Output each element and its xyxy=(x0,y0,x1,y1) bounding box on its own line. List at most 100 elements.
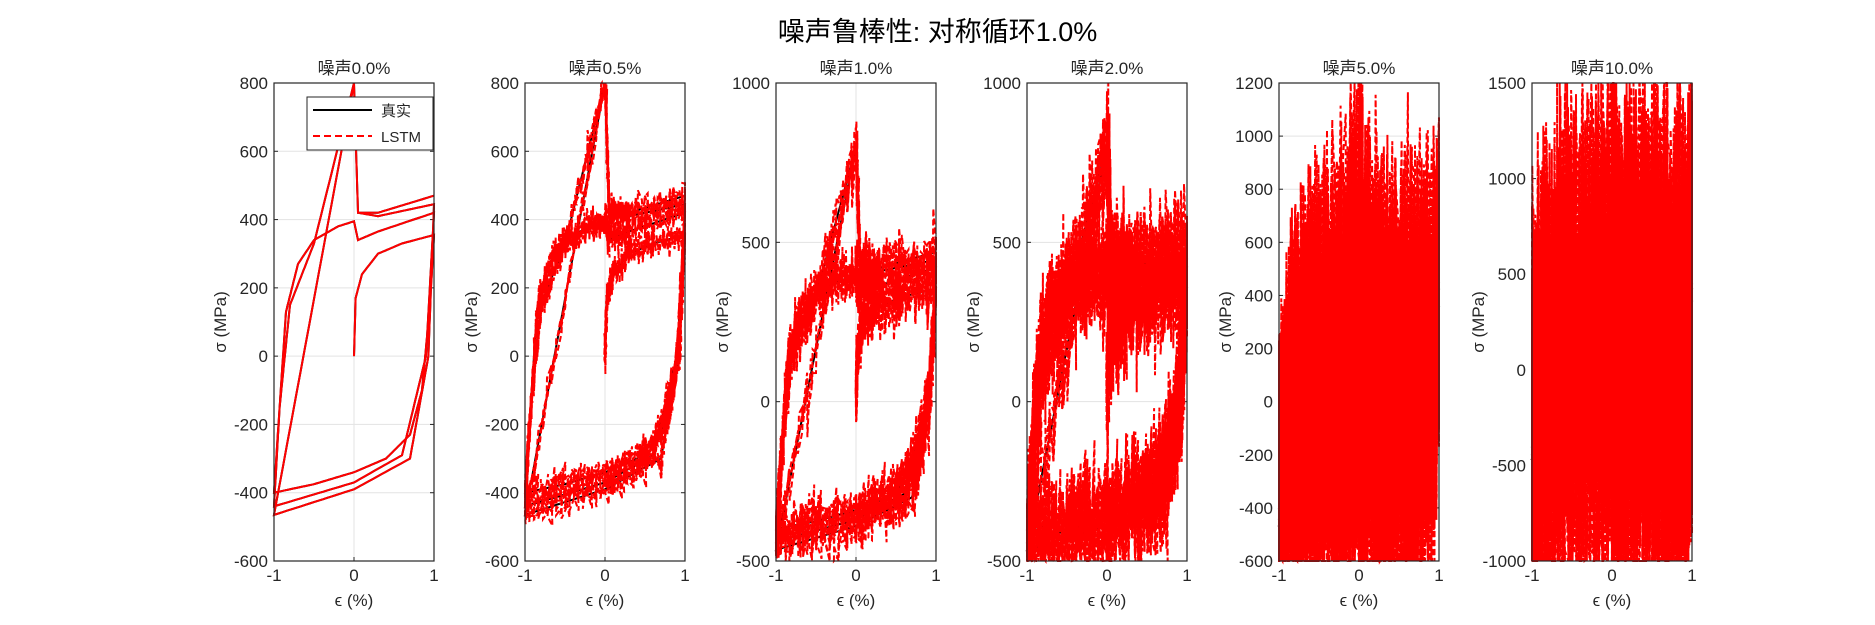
plot-area xyxy=(272,82,436,517)
subplot-title: 噪声1.0% xyxy=(820,59,893,78)
plot-area xyxy=(523,79,687,527)
y-axis-label: σ (MPa) xyxy=(462,291,481,353)
subplot-1: -600 -400 -200 0 200 400 600 800 -1 0 1 噪声0.5% ϵ (%)… xyxy=(462,59,690,610)
y-tick-label: -1000 xyxy=(1483,552,1526,571)
y-tick-label: 500 xyxy=(1498,265,1526,284)
y-axis-label: σ (MPa) xyxy=(1216,291,1235,353)
y-tick-label: 600 xyxy=(240,142,268,161)
y-tick-label: 0 xyxy=(259,347,268,366)
y-tick-label: 200 xyxy=(240,279,268,298)
lstm-curve-line xyxy=(774,121,938,564)
y-tick-label: 600 xyxy=(491,142,519,161)
x-tick-label: 0 xyxy=(600,566,609,585)
legend-label-true: 真实 xyxy=(381,102,411,120)
y-axis-label: σ (MPa) xyxy=(964,291,983,353)
x-tick-label: 1 xyxy=(1687,566,1696,585)
x-axis-label: ϵ (%) xyxy=(1340,591,1379,610)
y-tick-label: 400 xyxy=(240,211,268,230)
y-tick-label: 1000 xyxy=(1235,127,1273,146)
y-tick-label: 1000 xyxy=(983,74,1021,93)
y-tick-label: -400 xyxy=(485,484,519,503)
axes-box xyxy=(1026,82,1188,562)
y-tick-label: 600 xyxy=(1245,233,1273,252)
y-tick-label: 0 xyxy=(1517,361,1526,380)
lstm-curve-line xyxy=(1026,91,1188,565)
lstm-noise-band xyxy=(1278,233,1440,562)
x-tick-label: -1 xyxy=(517,566,532,585)
y-tick-label: 400 xyxy=(1245,286,1273,305)
x-axis-label: ϵ (%) xyxy=(837,591,876,610)
x-axis-label: ϵ (%) xyxy=(586,591,625,610)
plot-area xyxy=(1530,82,1694,564)
y-axis-label: σ (MPa) xyxy=(1469,291,1488,353)
subplot-0: -600 -400 -200 0 200 400 600 800 -1 0 1 噪声0.0% ϵ (%)… xyxy=(211,59,439,610)
y-tick-label: 1500 xyxy=(1488,74,1526,93)
y-tick-label: 800 xyxy=(491,74,519,93)
x-axis-label: ϵ (%) xyxy=(1088,591,1127,610)
axes-box xyxy=(1531,82,1693,562)
y-tick-label: 500 xyxy=(742,233,770,252)
y-axis-label: σ (MPa) xyxy=(713,291,732,353)
subplot-title: 噪声10.0% xyxy=(1571,59,1653,78)
y-axis-label: σ (MPa) xyxy=(211,291,230,353)
y-tick-label: 200 xyxy=(1245,340,1273,359)
legend-label-lstm: LSTM xyxy=(381,129,421,146)
x-tick-label: 0 xyxy=(1607,566,1616,585)
plot-area xyxy=(1277,82,1441,565)
y-tick-label: 800 xyxy=(1245,180,1273,199)
y-tick-label: -200 xyxy=(485,415,519,434)
y-tick-label: -500 xyxy=(987,552,1021,571)
y-tick-label: 1000 xyxy=(1488,170,1526,189)
y-tick-label: 0 xyxy=(510,347,519,366)
y-tick-label: 1000 xyxy=(732,74,770,93)
subplot-title: 噪声0.5% xyxy=(569,59,642,78)
y-tick-label: -600 xyxy=(485,552,519,571)
y-tick-label: 1200 xyxy=(1235,74,1273,93)
x-tick-label: 0 xyxy=(851,566,860,585)
axes-box xyxy=(775,82,937,562)
lstm-curve-line xyxy=(272,82,436,517)
x-tick-label: 0 xyxy=(1354,566,1363,585)
x-tick-label: 1 xyxy=(1434,566,1443,585)
x-tick-label: -1 xyxy=(1271,566,1286,585)
subplot-5: -1000 -500 0 500 1000 1500 -1 0 1 噪声10.0% ϵ (%) σ (… xyxy=(1469,59,1697,610)
x-tick-label: 1 xyxy=(429,566,438,585)
subplot-4: -600 -400 -200 0 200 400 600 800 1000 1200 -1 0 1 噪声5… xyxy=(1216,59,1444,610)
x-tick-label: -1 xyxy=(1019,566,1034,585)
y-tick-label: 200 xyxy=(491,279,519,298)
axes-box xyxy=(273,82,435,562)
x-axis-label: ϵ (%) xyxy=(335,591,374,610)
x-tick-label: -1 xyxy=(768,566,783,585)
x-tick-label: 0 xyxy=(1102,566,1111,585)
x-tick-label: 1 xyxy=(1182,566,1191,585)
figure-title: 噪声鲁棒性: 对称循环1.0% xyxy=(777,17,1098,47)
y-tick-label: 800 xyxy=(240,74,268,93)
y-tick-label: 500 xyxy=(993,233,1021,252)
x-tick-label: 0 xyxy=(349,566,358,585)
y-tick-label: 400 xyxy=(491,211,519,230)
y-tick-label: 0 xyxy=(1012,393,1021,412)
y-tick-label: -400 xyxy=(234,484,268,503)
plot-area xyxy=(1025,82,1189,565)
y-tick-label: -500 xyxy=(736,552,770,571)
subplot-title: 噪声5.0% xyxy=(1323,59,1396,78)
y-tick-label: -600 xyxy=(234,552,268,571)
legend-box xyxy=(306,96,434,151)
y-tick-label: -600 xyxy=(1239,552,1273,571)
subplot-title: 噪声0.0% xyxy=(318,59,391,78)
y-tick-label: -200 xyxy=(1239,446,1273,465)
lstm-noise-band xyxy=(1531,210,1693,521)
legend: 真实 LSTM xyxy=(306,96,434,151)
x-tick-label: 1 xyxy=(680,566,689,585)
y-tick-label: -200 xyxy=(234,415,268,434)
y-tick-label: -500 xyxy=(1492,456,1526,475)
x-axis-label: ϵ (%) xyxy=(1593,591,1632,610)
y-tick-label: 0 xyxy=(1264,393,1273,412)
x-tick-label: -1 xyxy=(266,566,281,585)
axes-box xyxy=(1278,82,1440,562)
x-tick-label: -1 xyxy=(1524,566,1539,585)
subplot-3: -500 0 500 1000 -1 0 1 噪声2.0% ϵ (%) σ (MPa) xyxy=(964,59,1192,610)
subplot-2: -500 0 500 1000 -1 0 1 噪声1.0% ϵ (%) σ (MPa) xyxy=(713,59,941,610)
lstm-curve-line xyxy=(523,79,687,525)
